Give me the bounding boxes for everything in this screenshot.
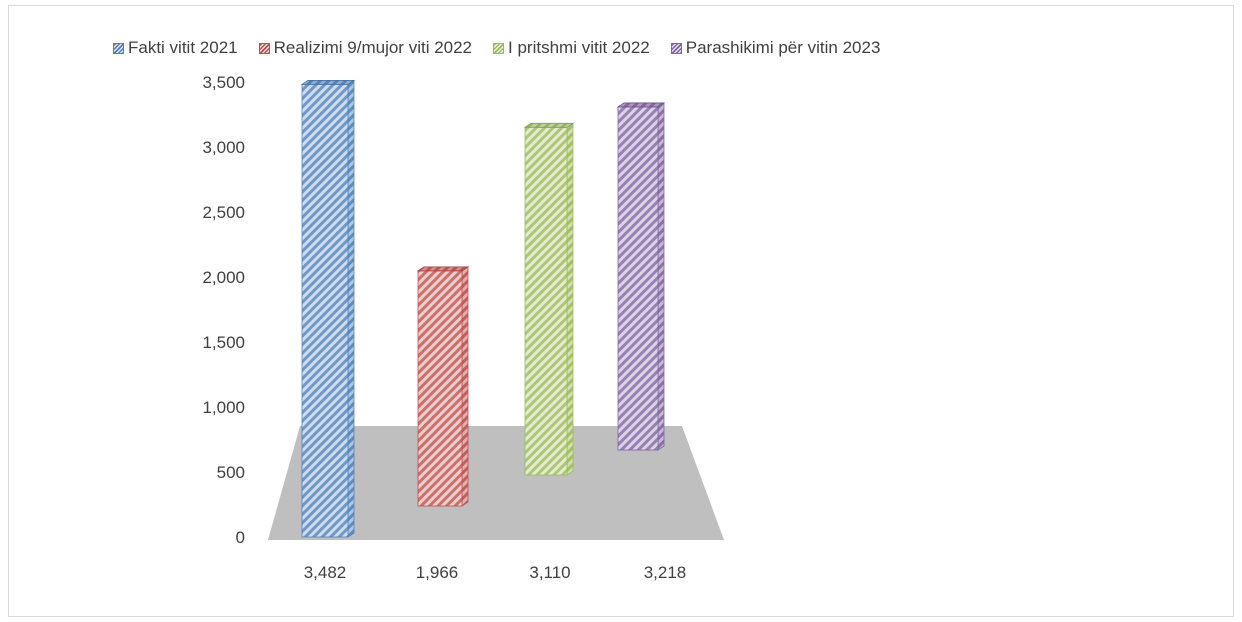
- legend-label: Realizimi 9/mujor viti 2022: [273, 38, 473, 57]
- y-tick-label: 1,500: [202, 333, 245, 352]
- x-tick-label: 3,110: [529, 563, 570, 582]
- y-tick-label: 500: [217, 463, 245, 482]
- legend-label: Fakti vitit 2021: [128, 38, 238, 57]
- bar-top: [300, 79, 356, 85]
- bar: [300, 79, 356, 538]
- y-tick-label: 3,500: [202, 73, 245, 92]
- legend-swatch-red: [258, 42, 270, 54]
- x-tick-label: 3,218: [644, 563, 687, 582]
- legend-item-parashikimi-2023: Parashikimi për vitin 2023: [670, 38, 881, 58]
- y-tick-label: 3,000: [202, 138, 245, 157]
- x-tick-label: 3,482: [304, 563, 347, 582]
- legend-item-pritshmi-2022: I pritshmi vitit 2022: [493, 38, 650, 58]
- bar-front: [524, 126, 568, 476]
- x-axis: 3,482 1,966 3,110 3,218: [304, 563, 687, 582]
- bar: [416, 266, 470, 507]
- y-axis: 0 500 1,000 1,500 2,000 2,500 3,000 3,500: [202, 73, 245, 547]
- legend-swatch-blue: [113, 42, 124, 54]
- legend-item-fakti-2021: Fakti vitit 2021: [113, 38, 238, 58]
- bar-front: [417, 270, 463, 507]
- bar-top: [523, 122, 575, 128]
- bar-side: [657, 102, 665, 451]
- bar: [616, 102, 666, 451]
- bar-side: [566, 122, 574, 476]
- x-tick-label: 1,966: [416, 563, 459, 582]
- legend-label: I pritshmi vitit 2022: [508, 38, 650, 57]
- bar-top: [616, 102, 666, 108]
- bar-side: [347, 79, 355, 538]
- bar-side: [461, 266, 469, 507]
- chart-legend: Fakti vitit 2021 Realizimi 9/mujor viti …: [113, 37, 880, 59]
- legend-swatch-green: [493, 42, 505, 54]
- y-tick-label: 1,000: [202, 398, 245, 417]
- chart-floor: [268, 426, 724, 540]
- y-tick-label: 0: [236, 528, 245, 547]
- legend-item-realizimi-2022: Realizimi 9/mujor viti 2022: [258, 38, 473, 58]
- bar-top: [416, 266, 470, 272]
- y-tick-label: 2,500: [202, 203, 245, 222]
- bar-group: [300, 79, 666, 538]
- bar-front: [617, 106, 659, 451]
- bar-front: [301, 83, 349, 538]
- legend-swatch-purple: [670, 42, 682, 54]
- legend-label: Parashikimi për vitin 2023: [685, 38, 881, 57]
- y-tick-label: 2,000: [202, 268, 245, 287]
- bar: [523, 122, 575, 476]
